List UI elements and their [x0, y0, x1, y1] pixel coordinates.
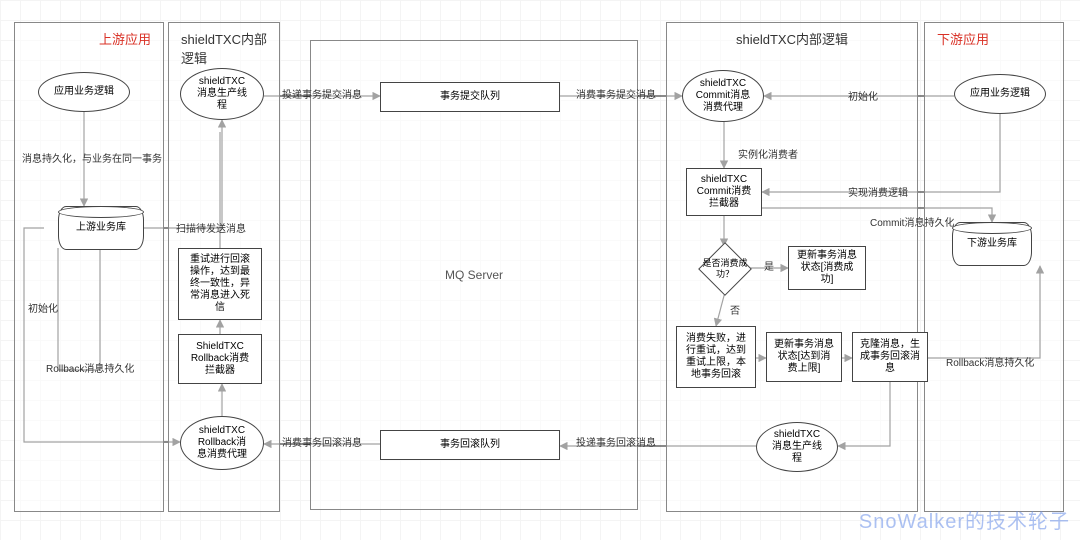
- edge-label-rollback_persist: Rollback消息持久化: [46, 360, 134, 375]
- node-label: 应用业务逻辑: [970, 88, 1030, 100]
- diagram-canvas: 上游应用shieldTXC内部逻辑MQ ServershieldTXC内部逻辑下…: [0, 0, 1080, 540]
- node-prod_thread: shieldTXC 消息生产线 程: [180, 68, 264, 120]
- node-update_ok: 更新事务消息 状态[消费成 功]: [788, 246, 866, 290]
- node-label: 克隆消息，生 成事务回滚消 息: [860, 339, 920, 375]
- edge-label-commit_persist: Commit消息持久化: [870, 214, 954, 229]
- node-label: 下游业务库: [967, 238, 1017, 250]
- node-clone_msg: 克隆消息，生 成事务回滚消 息: [852, 332, 928, 382]
- edge-label-scan_send: 扫描待发送消息: [176, 220, 246, 235]
- container-title: shieldTXC内部逻辑: [667, 27, 917, 50]
- node-update_fail: 更新事务消息 状态[达到消 费上限]: [766, 332, 842, 382]
- container-title: 上游应用: [93, 27, 157, 50]
- node-label: 应用业务逻辑: [54, 86, 114, 98]
- node-app_logic_down: 应用业务逻辑: [954, 74, 1046, 114]
- node-commit_proxy: shieldTXC Commit消息 消费代理: [682, 70, 764, 122]
- node-rollback_intercept: ShieldTXC Rollback消费 拦截器: [178, 334, 262, 384]
- node-label: shieldTXC Commit消息 消费代理: [696, 78, 750, 114]
- edge-label-init_right: 初始化: [848, 88, 878, 103]
- edge-label-rollback_persist_r: Rollback消息持久化: [946, 354, 1034, 369]
- edge-label-consume_rollback: 消费事务回滚消息: [282, 434, 362, 449]
- watermark: SnoWalker的技术轮子: [859, 505, 1070, 534]
- node-label: 重试进行回滚 操作，达到最 终一致性，异 常消息进入死 信: [190, 254, 250, 314]
- container-title: 下游应用: [931, 27, 995, 50]
- node-label: 事务提交队列: [440, 91, 500, 103]
- node-label: 更新事务消息 状态[达到消 费上限]: [774, 339, 834, 375]
- edge-label-consume_commit: 消费事务提交消息: [576, 86, 656, 101]
- node-retry_rollback: 重试进行回滚 操作，达到最 终一致性，异 常消息进入死 信: [178, 248, 262, 320]
- edge-label-impl_logic: 实现消费逻辑: [848, 184, 908, 199]
- node-app_logic_up: 应用业务逻辑: [38, 72, 130, 112]
- node-label: ShieldTXC Rollback消费 拦截器: [191, 341, 249, 377]
- node-prod_thread_r: shieldTXC 消息生产线 程: [756, 422, 838, 472]
- container-title: shieldTXC内部逻辑: [175, 27, 279, 69]
- node-commit_intercept: shieldTXC Commit消费 拦截器: [686, 168, 762, 216]
- edge-label-init_left: 初始化: [28, 300, 58, 315]
- node-downstream_db: 下游业务库: [952, 222, 1032, 266]
- node-upstream_db: 上游业务库: [58, 206, 144, 250]
- edge-label-post_rollback: 投递事务回滚消息: [576, 434, 656, 449]
- node-commit_queue: 事务提交队列: [380, 82, 560, 112]
- node-label: shieldTXC Rollback消 息消费代理: [197, 425, 247, 461]
- node-label: shieldTXC 消息生产线 程: [197, 76, 247, 112]
- node-consume_fail: 消费失败，进 行重试，达到 重试上限，本 地事务回滚: [676, 326, 756, 388]
- node-label: 更新事务消息 状态[消费成 功]: [797, 250, 857, 286]
- node-label: 事务回滚队列: [440, 439, 500, 451]
- node-consume_ok: 是否消费成 功？: [706, 250, 744, 288]
- node-label: 消费失败，进 行重试，达到 重试上限，本 地事务回滚: [686, 333, 746, 381]
- edge-label-inst_consumer: 实例化消费者: [738, 146, 798, 161]
- edge-label-post_commit: 投递事务提交消息: [282, 86, 362, 101]
- edge-label-persist_same_tx: 消息持久化，与业务在同一事务: [22, 150, 162, 165]
- node-rollback_proxy: shieldTXC Rollback消 息消费代理: [180, 416, 264, 470]
- edge-label-no: 否: [730, 302, 740, 317]
- node-label: shieldTXC Commit消费 拦截器: [697, 174, 751, 210]
- node-label: 上游业务库: [76, 222, 126, 234]
- node-label: shieldTXC 消息生产线 程: [772, 429, 822, 465]
- edge-label-yes: 是: [764, 258, 774, 273]
- node-rollback_queue: 事务回滚队列: [380, 430, 560, 460]
